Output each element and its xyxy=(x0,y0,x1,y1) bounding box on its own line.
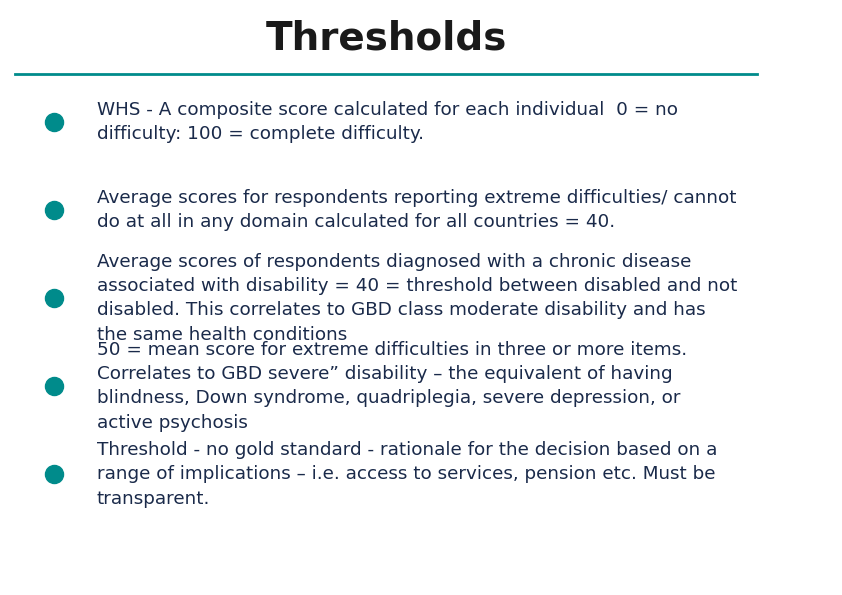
Text: 50 = mean score for extreme difficulties in three or more items.
Correlates to G: 50 = mean score for extreme difficulties… xyxy=(97,341,687,431)
Text: Thresholds: Thresholds xyxy=(265,20,507,58)
Text: WHS - A composite score calculated for each individual  0 = no
difficulty: 100 =: WHS - A composite score calculated for e… xyxy=(97,101,678,143)
Text: Threshold - no gold standard - rationale for the decision based on a
range of im: Threshold - no gold standard - rationale… xyxy=(97,441,717,508)
Text: Average scores of respondents diagnosed with a chronic disease
associated with d: Average scores of respondents diagnosed … xyxy=(97,253,737,343)
Text: Average scores for respondents reporting extreme difficulties/ cannot
do at all : Average scores for respondents reporting… xyxy=(97,189,736,231)
